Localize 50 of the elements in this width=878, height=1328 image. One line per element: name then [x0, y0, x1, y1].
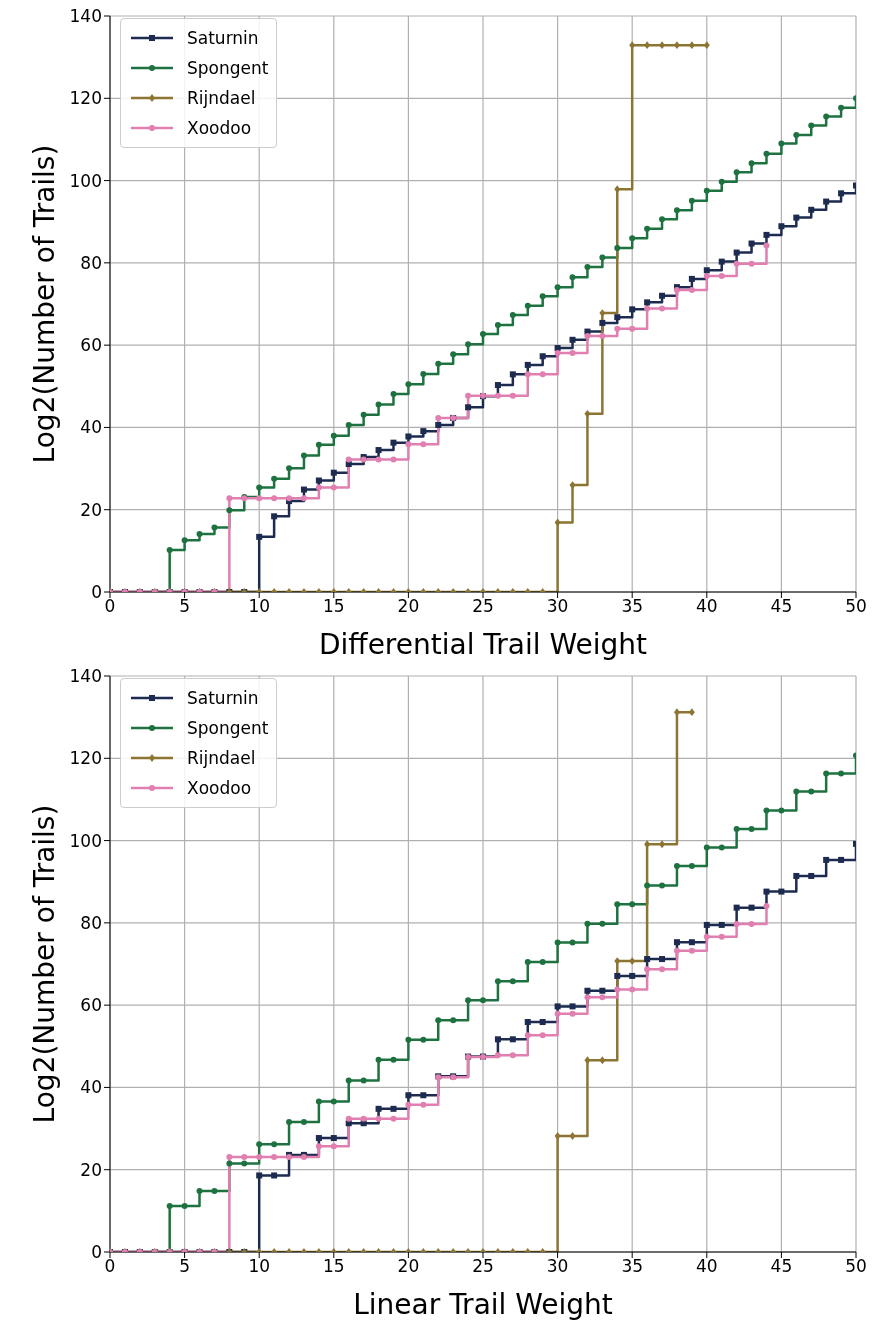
x-tick-label: 20 — [397, 596, 420, 617]
y-tick-label: 40 — [80, 1077, 102, 1098]
x-tick-label: 45 — [770, 596, 793, 617]
x-tick-label: 45 — [770, 1256, 793, 1277]
x-tick-label: 40 — [695, 1256, 718, 1277]
legend-label: Rijndael — [187, 748, 256, 768]
legend-label: Xoodoo — [187, 778, 252, 798]
y-axis-title: Log2(Number of Trails) — [27, 804, 61, 1124]
x-tick-label: 35 — [621, 596, 644, 617]
legend-label: Spongent — [187, 58, 269, 78]
x-tick-label: 30 — [546, 1256, 569, 1277]
x-tick-label: 5 — [179, 596, 191, 617]
y-tick-label: 0 — [91, 582, 102, 603]
x-tick-label: 10 — [248, 1256, 271, 1277]
x-tick-label: 15 — [322, 1256, 345, 1277]
x-tick-label: 30 — [546, 596, 569, 617]
x-tick-label: 5 — [179, 1256, 191, 1277]
y-tick-label: 100 — [69, 170, 102, 191]
y-tick-label: 80 — [80, 912, 102, 933]
y-tick-label: 80 — [80, 252, 102, 273]
x-tick-label: 15 — [322, 596, 345, 617]
x-tick-label: 10 — [248, 596, 271, 617]
x-tick-label: 0 — [104, 596, 116, 617]
x-axis-title: Linear Trail Weight — [353, 1288, 613, 1321]
y-tick-label: 100 — [69, 830, 102, 851]
x-axis-title: Differential Trail Weight — [319, 628, 648, 661]
x-tick-label: 40 — [695, 596, 718, 617]
x-tick-label: 20 — [397, 1256, 420, 1277]
x-tick-label: 0 — [104, 1256, 116, 1277]
legend-label: Saturnin — [187, 28, 259, 48]
y-tick-label: 40 — [80, 417, 102, 438]
y-axis-title: Log2(Number of Trails) — [27, 144, 61, 464]
x-tick-label: 25 — [472, 596, 494, 617]
x-tick-label: 50 — [845, 1256, 867, 1277]
y-tick-label: 20 — [80, 499, 102, 520]
legend-label: Saturnin — [187, 688, 259, 708]
legend-label: Xoodoo — [187, 118, 252, 138]
y-tick-label: 20 — [80, 1159, 102, 1180]
x-tick-label: 50 — [845, 596, 867, 617]
x-tick-label: 25 — [472, 1256, 494, 1277]
x-tick-label: 35 — [621, 1256, 644, 1277]
legend-label: Spongent — [187, 718, 269, 738]
y-tick-label: 0 — [91, 1242, 102, 1263]
y-tick-label: 140 — [69, 666, 102, 687]
y-tick-label: 120 — [69, 88, 102, 109]
y-tick-label: 140 — [69, 6, 102, 27]
y-tick-label: 120 — [69, 748, 102, 769]
legend-label: Rijndael — [187, 88, 256, 108]
y-tick-label: 60 — [80, 335, 102, 356]
y-tick-label: 60 — [80, 995, 102, 1016]
